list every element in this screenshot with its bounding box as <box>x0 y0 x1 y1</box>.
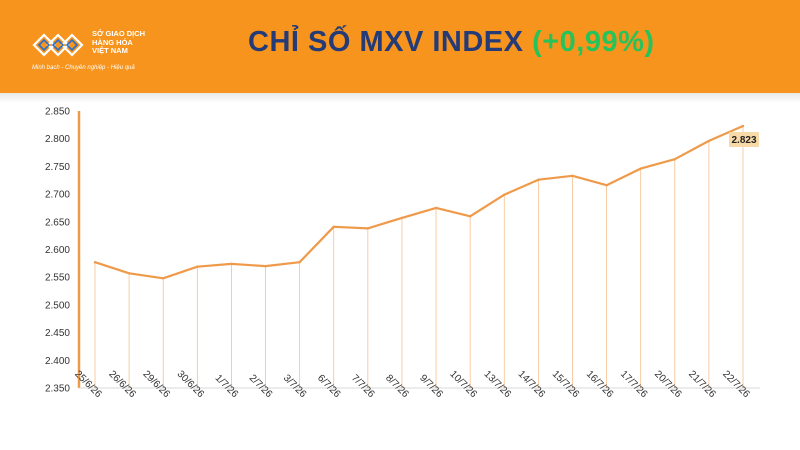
header-shadow <box>0 93 800 103</box>
y-tick-label: 2.750 <box>45 162 70 173</box>
x-tick-label: 21/7/26 <box>686 369 718 401</box>
data-point <box>707 139 711 143</box>
x-tick-label: 15/7/26 <box>550 369 582 401</box>
title-main: CHỈ SỐ MXV INDEX <box>248 26 524 58</box>
data-point <box>127 272 131 275</box>
x-tick-label: 17/7/26 <box>618 369 650 401</box>
data-point <box>93 261 97 264</box>
data-point <box>605 184 608 187</box>
x-tick-label: 14/7/26 <box>516 369 548 401</box>
x-tick-label: 2/7/26 <box>247 373 275 401</box>
data-point <box>468 215 472 218</box>
data-point <box>673 157 676 161</box>
x-tick-label: 10/7/26 <box>447 369 479 401</box>
data-point <box>400 216 404 220</box>
x-tick-label: 13/7/26 <box>482 369 514 401</box>
exchange-logo: SỞ GIAO DỊCH HÀNG HÓA VIỆT NAM Minh bạch… <box>30 28 160 78</box>
y-tick-label: 2.400 <box>45 356 70 367</box>
page-title: CHỈ SỐ MXV INDEX (+0,99%) <box>248 26 655 59</box>
x-tick-label: 22/7/26 <box>720 369 752 401</box>
x-tick-label: 30/6/26 <box>175 369 207 401</box>
logo-slogan: Minh bạch - Chuyên nghiệp - Hiệu quả <box>32 65 135 71</box>
x-tick-label: 6/7/26 <box>315 373 343 401</box>
data-point <box>639 167 642 170</box>
x-tick-label: 3/7/26 <box>281 373 309 401</box>
data-point <box>196 265 199 268</box>
x-tick-label: 8/7/26 <box>383 373 411 401</box>
y-tick-label: 2.650 <box>45 217 70 228</box>
y-tick-label: 2.500 <box>45 300 70 311</box>
data-point <box>264 264 267 268</box>
data-point <box>332 225 335 228</box>
data-point <box>571 174 574 178</box>
series-line <box>94 124 744 280</box>
y-tick-label: 2.800 <box>45 134 70 145</box>
x-tick-label: 16/7/26 <box>584 369 616 401</box>
x-tick-label: 9/7/26 <box>417 373 445 401</box>
logo-icon <box>32 33 84 57</box>
data-point <box>503 193 506 196</box>
x-tick-label: 29/6/26 <box>140 369 172 401</box>
x-tick-label: 7/7/26 <box>349 373 377 401</box>
y-tick-label: 2.550 <box>45 273 70 284</box>
title-change-percent: (+0,99%) <box>532 26 655 58</box>
y-tick-label: 2.600 <box>45 245 70 256</box>
y-tick-label: 2.450 <box>45 328 70 339</box>
x-tick-label: 25/6/26 <box>72 369 104 401</box>
logo-wordmark: SỞ GIAO DỊCH HÀNG HÓA VIỆT NAM <box>92 29 146 56</box>
y-tick-label: 2.350 <box>45 384 70 395</box>
data-point <box>741 124 745 128</box>
logo-line-3: VIỆT NAM <box>92 46 128 55</box>
x-tick-label: 26/6/26 <box>106 369 138 401</box>
data-point <box>434 206 438 210</box>
logo-line-2: HÀNG HÓA <box>92 37 133 47</box>
x-tick-label: 20/7/26 <box>652 369 684 401</box>
last-value-label-bg <box>729 131 759 147</box>
last-value-label: 2.823 <box>731 135 756 146</box>
x-tick-label: 1/7/26 <box>213 373 241 401</box>
y-tick-label: 2.700 <box>45 190 70 201</box>
logo-line-1: SỞ GIAO DỊCH <box>92 29 146 38</box>
header-banner: SỞ GIAO DỊCH HÀNG HÓA VIỆT NAM Minh bạch… <box>0 0 800 93</box>
data-point <box>537 178 540 181</box>
data-point <box>298 261 301 264</box>
y-tick-label: 2.850 <box>45 107 70 118</box>
data-point <box>230 262 233 266</box>
data-point <box>366 227 370 230</box>
data-point <box>162 277 165 280</box>
